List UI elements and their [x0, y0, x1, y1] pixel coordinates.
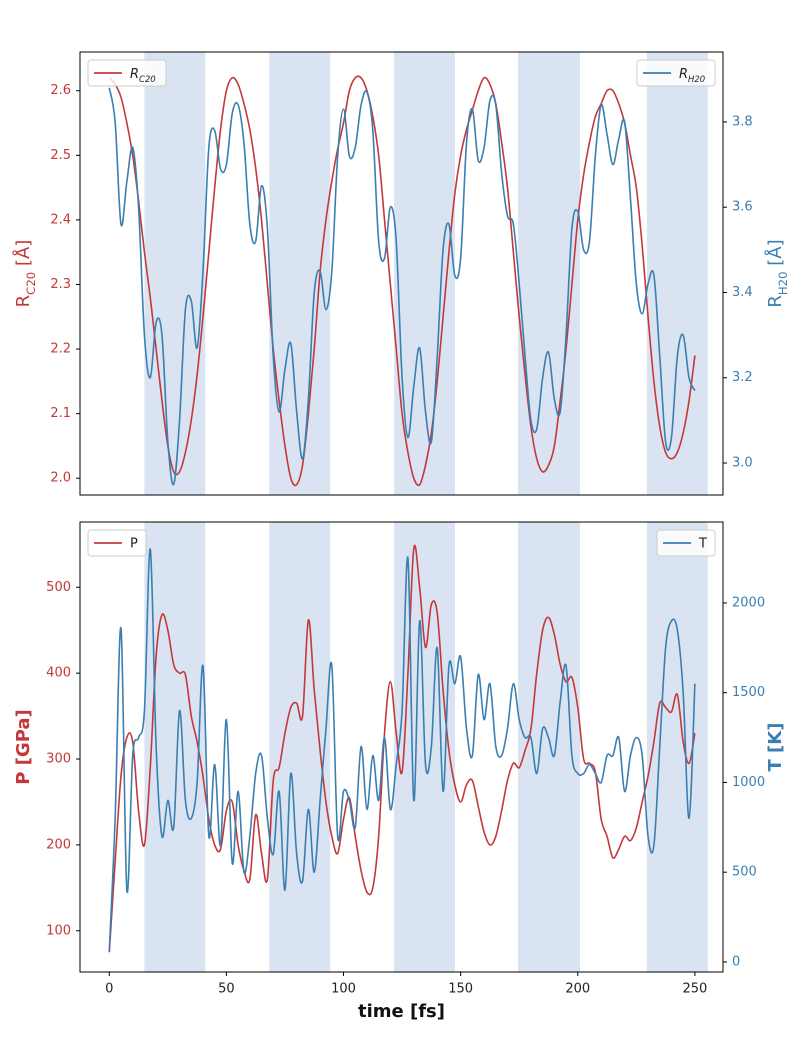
legend-label: RH20 [679, 67, 705, 84]
y-axis-label: P [GPa] [13, 709, 34, 785]
y-tick-label: 2.4 [50, 212, 71, 227]
shaded-region [646, 52, 708, 495]
y2-tick-label: 1500 [732, 685, 765, 700]
y-tick-label: 2.1 [50, 406, 71, 421]
y2-tick-label: 3.0 [732, 456, 753, 471]
y2-axis-label: RH20 [Å] [764, 239, 790, 307]
legend-box [636, 59, 716, 87]
y2-axis-label: T [K] [765, 723, 786, 772]
y2-tick-label: 2000 [732, 595, 765, 610]
x-tick-label: 100 [331, 982, 356, 997]
legend-label: P [130, 537, 138, 552]
shaded-region [518, 522, 581, 972]
y-tick-label: 500 [46, 580, 71, 595]
shaded-region [518, 52, 581, 495]
y2-tick-label: 3.2 [732, 370, 753, 385]
legend: RH20 [636, 59, 716, 87]
y2-tick-label: 3.4 [732, 285, 753, 300]
shaded-region [144, 522, 206, 972]
legend: RC20 [87, 59, 167, 87]
y-tick-label: 2.5 [50, 148, 71, 163]
y2-tick-label: 500 [732, 865, 757, 880]
plot-frame [79, 521, 724, 973]
x-tick-label: 200 [565, 982, 590, 997]
x-tick-label: 50 [218, 982, 235, 997]
y2-tick-label: 1000 [732, 775, 765, 790]
y-tick-label: 100 [46, 923, 71, 938]
y-tick-label: 300 [46, 752, 71, 767]
shaded-region [646, 522, 708, 972]
y2-tick-label: 0 [732, 954, 740, 969]
shaded-region [394, 52, 456, 495]
legend: T [656, 529, 716, 557]
y-axis-label: RC20 [Å] [12, 240, 38, 308]
y-tick-label: 2.2 [50, 342, 71, 357]
x-tick-label: 150 [448, 982, 473, 997]
y2-tick-label: 3.8 [732, 114, 753, 129]
series-line [108, 75, 696, 487]
legend-label: RC20 [130, 67, 156, 84]
y-tick-label: 400 [46, 666, 71, 681]
x-tick-label: 250 [682, 982, 707, 997]
legend-label: T [698, 537, 707, 552]
y-tick-label: 2.6 [50, 83, 71, 98]
series-line [108, 87, 696, 486]
series-line [108, 548, 696, 952]
x-axis-label: time [fs] [358, 1001, 445, 1022]
legend: P [87, 529, 147, 557]
shaded-region [144, 52, 206, 495]
legend-box [87, 59, 167, 87]
y-tick-label: 2.0 [50, 471, 71, 486]
y2-tick-label: 3.6 [732, 200, 753, 215]
y-tick-label: 2.3 [50, 277, 71, 292]
shaded-region [269, 522, 331, 972]
y-tick-label: 200 [46, 837, 71, 852]
x-tick-label: 0 [105, 982, 113, 997]
plot-frame [79, 51, 724, 496]
